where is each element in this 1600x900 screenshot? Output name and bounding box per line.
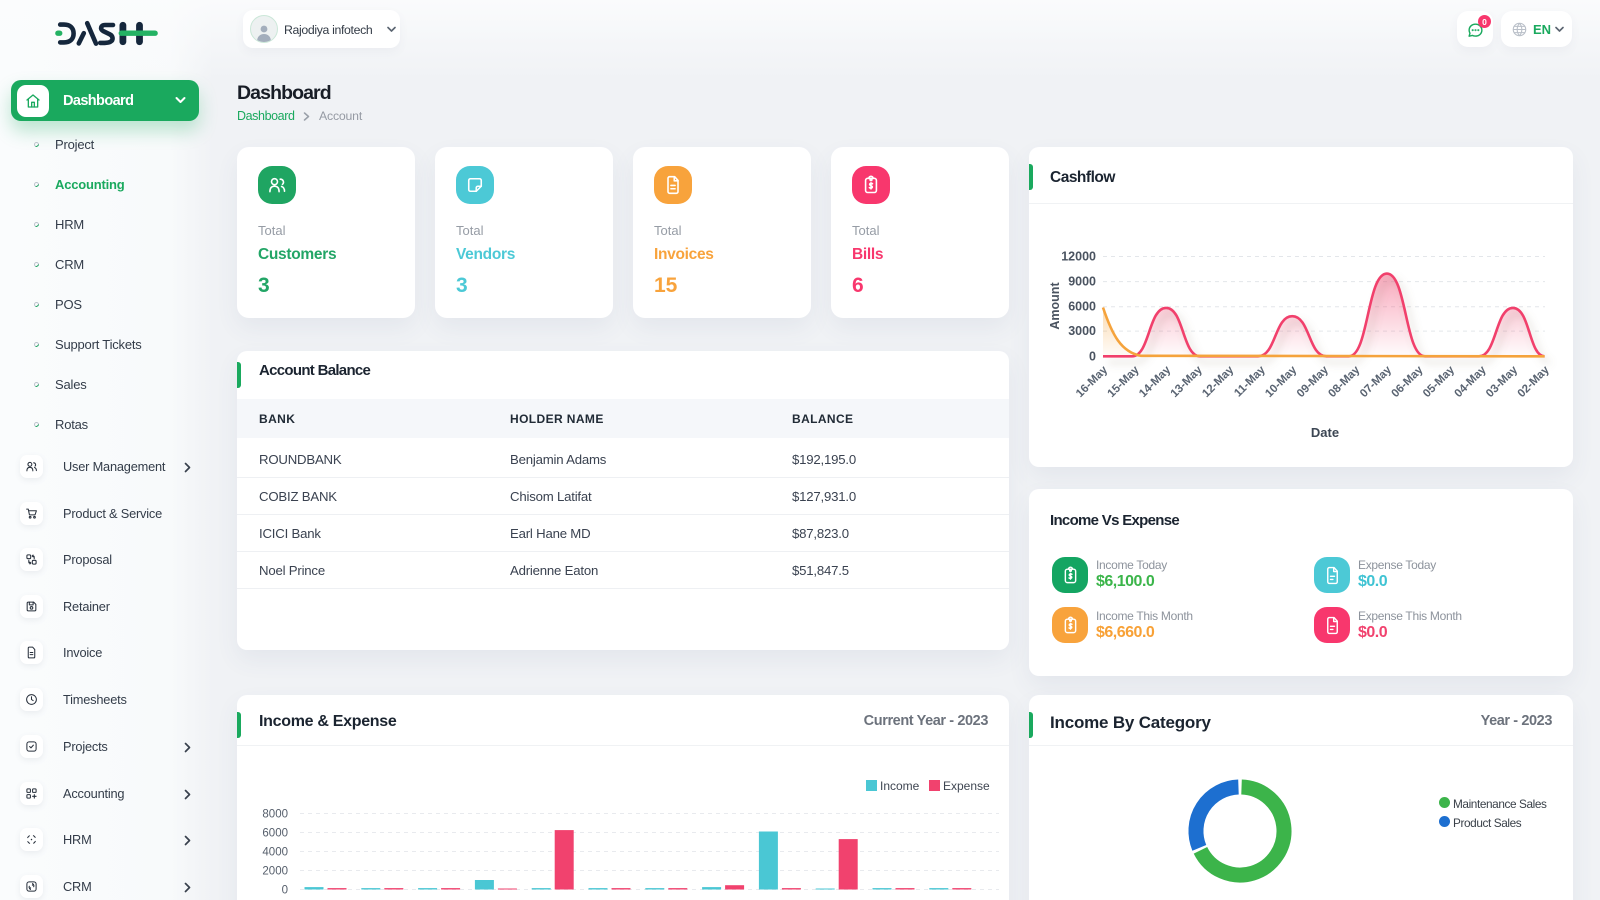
svg-text:06-May: 06-May xyxy=(1389,364,1425,400)
svg-text:16-May: 16-May xyxy=(1074,364,1110,400)
svg-text:Date: Date xyxy=(1311,425,1339,440)
svg-text:6000: 6000 xyxy=(262,828,288,840)
svg-text:09-May: 09-May xyxy=(1295,364,1331,400)
svg-text:10-May: 10-May xyxy=(1263,364,1299,400)
svg-text:07-May: 07-May xyxy=(1358,364,1394,400)
svg-text:0: 0 xyxy=(282,885,288,897)
svg-text:6000: 6000 xyxy=(1068,300,1096,314)
svg-text:12-May: 12-May xyxy=(1200,364,1236,400)
svg-text:13-May: 13-May xyxy=(1169,364,1205,400)
svg-text:8000: 8000 xyxy=(262,809,288,821)
svg-text:08-May: 08-May xyxy=(1326,364,1362,400)
svg-text:2000: 2000 xyxy=(262,866,288,878)
svg-text:05-May: 05-May xyxy=(1421,364,1457,400)
svg-text:3000: 3000 xyxy=(1068,324,1096,338)
svg-text:9000: 9000 xyxy=(1068,275,1096,289)
svg-text:04-May: 04-May xyxy=(1453,364,1489,400)
svg-text:03-May: 03-May xyxy=(1484,364,1520,400)
svg-text:14-May: 14-May xyxy=(1137,364,1173,400)
svg-text:02-May: 02-May xyxy=(1516,364,1552,400)
svg-text:15-May: 15-May xyxy=(1106,364,1142,400)
svg-text:12000: 12000 xyxy=(1061,250,1096,264)
svg-text:0: 0 xyxy=(1089,349,1096,363)
svg-text:4000: 4000 xyxy=(262,847,288,859)
svg-text:Amount: Amount xyxy=(1048,282,1062,330)
svg-text:11-May: 11-May xyxy=(1232,364,1268,400)
